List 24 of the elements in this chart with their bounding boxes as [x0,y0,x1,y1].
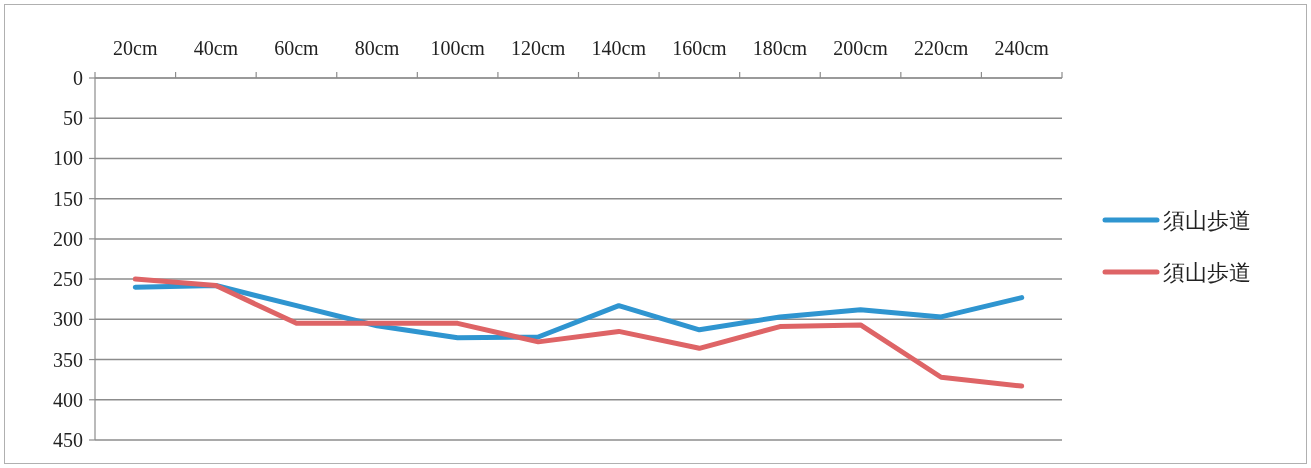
x-tick-label: 220cm [913,37,969,59]
x-tick-label: 100cm [430,37,486,59]
x-tick-label: 180cm [752,37,808,59]
y-tick-label: 350 [53,348,83,371]
y-tick-label: 50 [63,107,83,130]
x-tick-label: 60cm [274,37,320,59]
y-tick-label: 300 [53,308,83,331]
y-tick-label: 100 [53,147,83,170]
y-tick-label: 250 [53,268,83,291]
y-tick-label: 450 [53,429,83,451]
x-tick-label: 160cm [672,37,728,59]
y-tick-label: 200 [53,227,83,250]
y-tick-label: 150 [53,187,83,210]
x-tick-label: 80cm [354,37,400,59]
x-tick-label: 20cm [113,37,158,59]
x-tick-label: 240cm [994,37,1050,59]
legend-label: 須山歩道 [1163,260,1251,285]
y-tick-label: 400 [53,388,83,411]
x-tick-label: 200cm [833,37,889,59]
x-tick-label: 120cm [510,37,566,59]
y-tick-label: 0 [73,67,83,89]
legend-label: 須山歩道 [1163,208,1251,233]
x-tick-label: 40cm [193,37,239,59]
x-tick-label: 140cm [591,37,647,59]
